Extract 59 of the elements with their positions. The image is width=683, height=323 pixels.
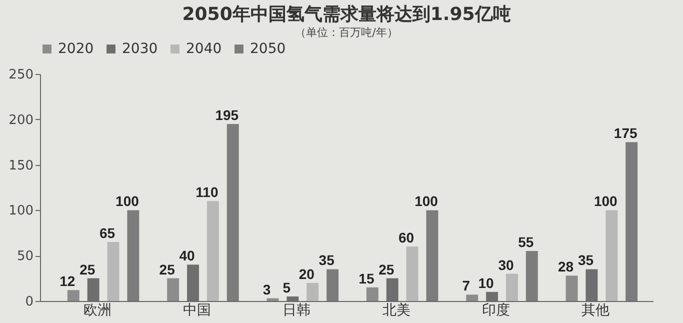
chart-subtitle: （单位：百万吨/年） xyxy=(295,26,398,39)
data-label: 3 xyxy=(262,281,271,298)
y-tick-label: 150 xyxy=(8,158,34,174)
x-tick-label: 北美 xyxy=(382,302,410,318)
data-label: 40 xyxy=(179,248,196,264)
data-label: 100 xyxy=(414,193,438,210)
y-tick-label: 100 xyxy=(8,204,34,219)
bar xyxy=(326,269,339,301)
x-tick-label: 印度 xyxy=(482,302,510,318)
data-label: 15 xyxy=(358,270,374,286)
bar xyxy=(466,294,478,301)
data-label: 30 xyxy=(498,256,514,273)
data-label: 5 xyxy=(282,279,291,296)
legend-label: 2030 xyxy=(122,41,158,57)
data-label: 195 xyxy=(215,106,239,123)
x-tick-label: 其他 xyxy=(582,302,610,318)
bar xyxy=(426,210,438,301)
bar xyxy=(406,246,418,301)
bar xyxy=(566,276,578,301)
bar xyxy=(107,242,120,301)
data-label: 20 xyxy=(298,266,315,282)
data-label: 12 xyxy=(60,273,76,290)
bar xyxy=(67,290,80,301)
bar xyxy=(366,287,378,301)
bar xyxy=(226,124,239,301)
legend-label: 2040 xyxy=(186,41,222,57)
data-label: 100 xyxy=(116,193,140,210)
data-label: 35 xyxy=(318,252,335,268)
y-tick-label: 200 xyxy=(8,112,34,128)
x-tick-label: 欧洲 xyxy=(83,302,112,318)
data-label: 28 xyxy=(558,258,574,275)
bar xyxy=(306,282,319,301)
bar xyxy=(526,251,538,301)
chart-title: 2050年中国氢气需求量将达到1.95亿吨 xyxy=(182,4,511,25)
bar xyxy=(127,210,140,301)
data-label: 60 xyxy=(398,230,414,246)
data-label: 7 xyxy=(462,278,470,294)
legend-label: 2050 xyxy=(250,41,286,57)
x-tick-label: 日韩 xyxy=(282,302,311,318)
bar xyxy=(206,201,219,301)
data-label: 100 xyxy=(594,193,618,210)
bar xyxy=(606,210,618,301)
data-label: 110 xyxy=(196,184,218,200)
bar xyxy=(167,278,180,301)
data-label: 25 xyxy=(378,261,394,278)
data-label: 35 xyxy=(578,252,594,268)
data-label: 65 xyxy=(99,224,116,241)
data-label: 10 xyxy=(478,274,494,291)
data-label: 55 xyxy=(518,234,534,250)
x-tick-label: 中国 xyxy=(182,302,211,318)
bar xyxy=(626,142,638,301)
y-tick-label: 250 xyxy=(8,68,34,82)
legend-label: 2020 xyxy=(58,41,94,57)
bar xyxy=(506,274,518,301)
data-label: 175 xyxy=(614,125,638,142)
data-label: 25 xyxy=(159,261,176,278)
data-label: 25 xyxy=(80,261,96,278)
y-tick-label: 0 xyxy=(25,294,34,310)
y-tick-label: 50 xyxy=(16,249,34,264)
